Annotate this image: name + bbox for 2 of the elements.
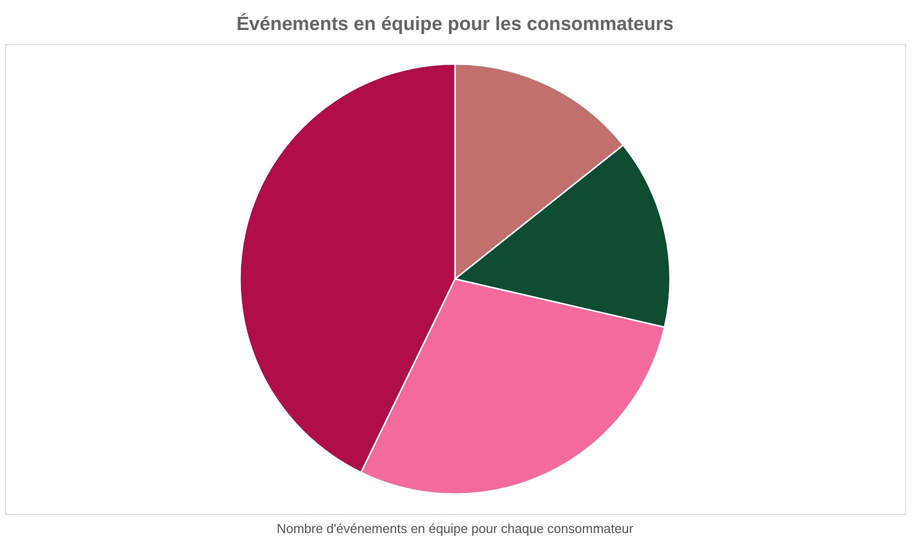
text: Nombre d'événements en équipe pour chaque consommateur [276,521,634,536]
chart-title: Événements en équipe pour les consommateurs [236,13,674,35]
